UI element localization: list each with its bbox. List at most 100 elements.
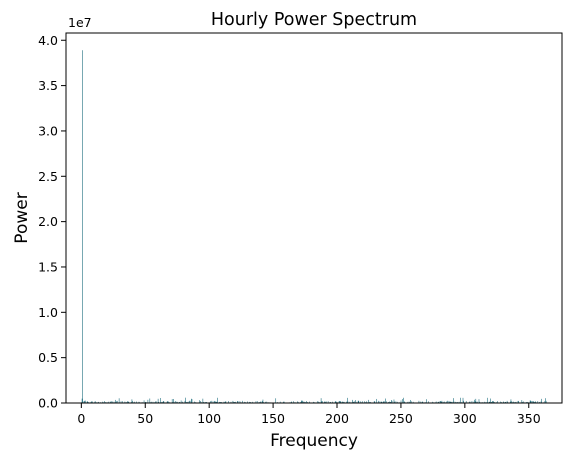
spectrum-bar (131, 399, 133, 403)
spectrum-bar (504, 401, 506, 403)
x-tick-label: 100 (197, 411, 221, 426)
spectrum-bar (163, 401, 165, 403)
spectrum-bar (471, 401, 473, 403)
spectrum-bar (189, 400, 190, 403)
spectrum-bar (339, 400, 340, 403)
spectrum-bar (304, 401, 305, 403)
spectrum-bar (216, 401, 218, 403)
x-tick-label: 300 (453, 411, 477, 426)
spectrum-bar (217, 397, 218, 403)
spectrum-bar (200, 400, 201, 403)
spectrum-bar (91, 401, 93, 403)
spectrum-bar (343, 401, 344, 403)
spectrum-bar (256, 401, 258, 403)
spectrum-bar (214, 400, 215, 403)
spectrum-bar (438, 401, 440, 403)
spectrum-bar (302, 401, 303, 403)
spectrum-bar (450, 401, 452, 403)
spectrum-bar (475, 398, 477, 403)
spectrum-bar (469, 401, 470, 403)
spectrum-bar (158, 401, 160, 403)
spectrum-bar (340, 401, 342, 403)
spectrum-bar (184, 400, 186, 403)
spectrum-bar (419, 401, 421, 403)
spectrum-bar (104, 401, 105, 403)
y-axis-label: Power (12, 192, 32, 243)
spectrum-bar (180, 400, 182, 403)
spectrum-bar (453, 398, 454, 403)
spectrum-bar (460, 397, 461, 403)
spectrum-bar (242, 400, 243, 403)
spectrum-bar (518, 400, 519, 403)
x-axis-ticks: 0 50 100 150 200 250 300 350 (77, 403, 541, 426)
spectrum-bar (479, 401, 480, 403)
spectrum-bar (116, 401, 117, 403)
spectrum-bar (265, 401, 266, 403)
spectrum-bar (439, 401, 441, 403)
spectrum-bar (347, 401, 349, 403)
spectrum-bar (530, 400, 532, 403)
spectrum-bar (136, 401, 137, 403)
spectrum-bar (462, 397, 464, 403)
spectrum-bar (151, 401, 153, 403)
spectrum-bar (102, 401, 103, 403)
x-tick-label: 0 (77, 411, 85, 426)
spectrum-bar (173, 401, 175, 403)
spectrum-bar (376, 398, 378, 403)
spectrum-bar (335, 401, 337, 403)
y-tick-label: 0.0 (38, 396, 58, 411)
spectrum-bar (306, 401, 307, 403)
spectrum-bar (138, 401, 140, 403)
spectrum-bar (95, 401, 96, 403)
spectrum-bar (541, 398, 542, 403)
spectrum-bar (283, 401, 285, 403)
y-axis-ticks: 0.0 0.5 1.0 1.5 2.0 2.5 3.0 3.5 4.0 (38, 33, 66, 411)
spectrum-bar (167, 401, 169, 403)
spectrum-bar (291, 401, 293, 403)
spectrum-bar (127, 401, 129, 403)
spectrum-bar (113, 401, 115, 403)
spectrum-bar (511, 401, 512, 403)
spectrum-bar (255, 401, 257, 403)
spectrum-bar (327, 401, 329, 403)
spectrum-bar (166, 401, 168, 403)
spectrum-bar (385, 398, 386, 403)
spectrum-bar (437, 401, 439, 403)
spectrum-bar (533, 401, 534, 403)
spectrum-bar (191, 399, 193, 403)
y-tick-label: 0.5 (38, 350, 58, 365)
spectrum-bar (532, 401, 533, 403)
spectrum-bar (421, 401, 423, 403)
spectrum-bar (152, 401, 154, 403)
spectrum-bar (517, 400, 519, 403)
spectrum-bar (393, 399, 395, 403)
spectrum-bar (84, 400, 85, 403)
spectrum-bar (396, 401, 398, 403)
spectrum-bar (432, 401, 433, 403)
spectrum-bar (114, 399, 116, 403)
spectrum-bar (418, 400, 420, 403)
spectrum-bar (355, 400, 356, 403)
spectrum-bar (175, 401, 176, 403)
spectrum-bar (360, 401, 362, 403)
spectrum-bar (313, 401, 314, 403)
spectrum-bar (187, 401, 189, 403)
spectrum-bar (510, 401, 511, 403)
spectrum-bar (539, 401, 541, 403)
spectrum-bar (224, 401, 226, 403)
spectrum-bar (492, 401, 493, 403)
spectrum-bar (145, 401, 146, 403)
spectrum-bar (412, 401, 414, 403)
spectrum-bar (380, 401, 382, 403)
spectrum-bar (182, 401, 183, 403)
spectrum-bar (83, 401, 85, 403)
spectrum-bar (244, 401, 245, 403)
spectrum-bar (297, 401, 298, 403)
spectrum-bar (322, 401, 323, 403)
spectrum-bar (500, 401, 502, 403)
spectrum-bar (449, 401, 450, 403)
spectrum-bar (127, 401, 128, 403)
spectrum-bar (212, 401, 214, 403)
spectrum-bar (473, 401, 475, 403)
spectrum-bar (410, 401, 412, 403)
